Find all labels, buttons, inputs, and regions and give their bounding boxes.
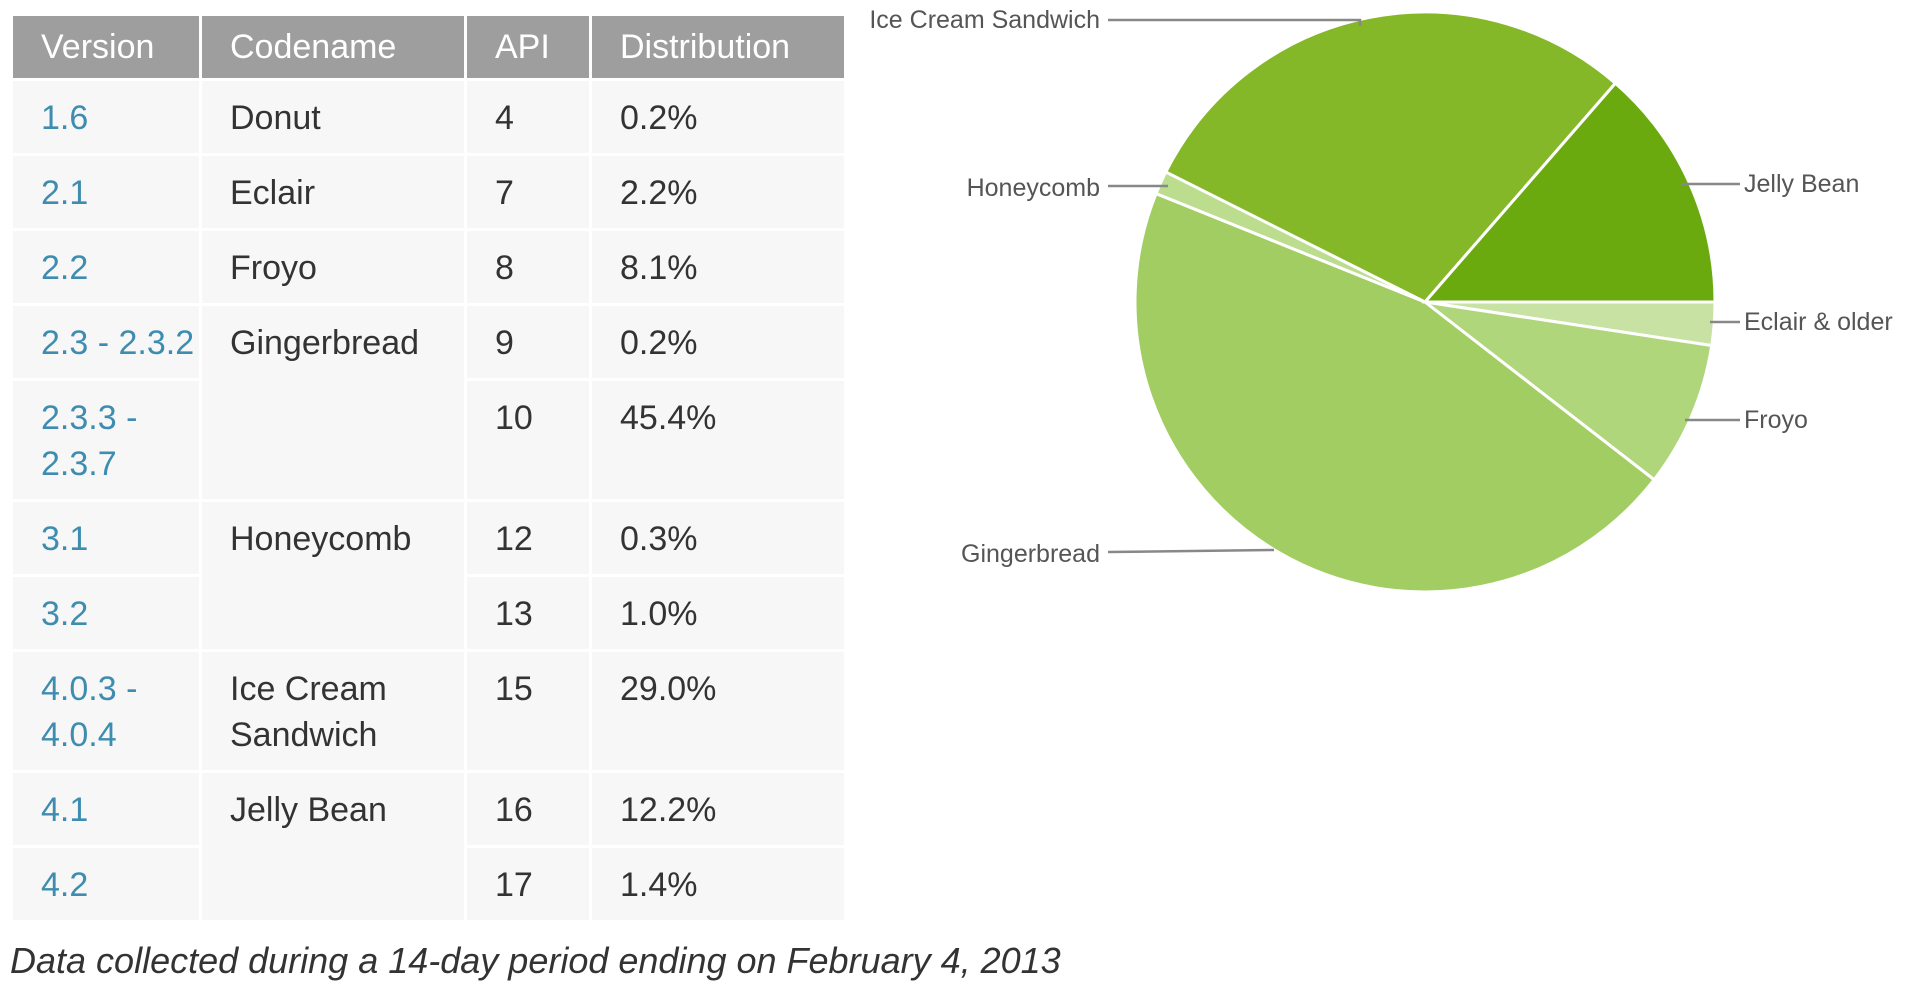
api-cell: 13 xyxy=(467,577,589,649)
api-cell: 17 xyxy=(467,848,589,920)
table-row: 2.3 - 2.3.2 Gingerbread 9 0.2% xyxy=(13,306,844,499)
table-row: 2.1 Eclair 7 2.2% xyxy=(13,156,844,228)
pie-label: Ice Cream Sandwich xyxy=(869,6,1100,34)
codename-cell: Donut xyxy=(202,81,464,153)
distribution-cell: 2.2% xyxy=(592,156,844,228)
codename-cell: Honeycomb xyxy=(202,502,464,649)
api-cell: 7 xyxy=(467,156,589,228)
pie-label: Gingerbread xyxy=(961,540,1100,568)
api-cell: 10 xyxy=(467,381,589,499)
pie-label: Eclair & older xyxy=(1744,308,1893,336)
header-codename: Codename xyxy=(202,16,464,78)
pie-label: Jelly Bean xyxy=(1744,170,1859,198)
distribution-table: Version Codename API Distribution 1.6 Do… xyxy=(10,13,847,923)
table-header-row: Version Codename API Distribution xyxy=(13,16,844,78)
version-cell[interactable]: 3.1 xyxy=(13,502,199,574)
distribution-cell: 0.3% xyxy=(592,502,844,574)
version-cell[interactable]: 3.2 xyxy=(13,577,199,649)
version-cell[interactable]: 2.3 - 2.3.2 xyxy=(13,306,199,378)
table-row: 4.2 17 1.4% xyxy=(13,848,844,920)
table-row: 3.2 13 1.0% xyxy=(13,577,844,649)
table-row: 2.3.3 - 2.3.7 10 45.4% xyxy=(13,381,844,499)
pie-slice-jelly-bean xyxy=(1421,81,1717,304)
api-cell: 9 xyxy=(467,306,589,378)
table-row: 2.2 Froyo 8 8.1% xyxy=(13,231,844,303)
distribution-table-wrap: Version Codename API Distribution 1.6 Do… xyxy=(10,13,844,923)
distribution-cell: 8.1% xyxy=(592,231,844,303)
table-row: 4.0.3 - 4.0.4 Ice Cream Sandwich 15 29.0… xyxy=(13,652,844,770)
distribution-pie-chart: Eclair & older Froyo Gingerbread Honeycomb I… xyxy=(869,6,1893,594)
version-cell[interactable]: 1.6 xyxy=(13,81,199,153)
codename-cell: Ice Cream Sandwich xyxy=(202,652,464,770)
pie-slice-gingerbread xyxy=(1133,191,1657,594)
table-row: 4.1 Jelly Bean 16 12.2% xyxy=(13,773,844,920)
distribution-cell: 12.2% xyxy=(592,773,844,845)
pie-leader-line xyxy=(1107,548,1275,554)
distribution-cell: 1.4% xyxy=(592,848,844,920)
distribution-cell: 1.0% xyxy=(592,577,844,649)
codename-cell: Eclair xyxy=(202,156,464,228)
api-cell: 12 xyxy=(467,502,589,574)
version-cell[interactable]: 4.1 xyxy=(13,773,199,845)
distribution-cell: 0.2% xyxy=(592,306,844,378)
pie-label: Honeycomb xyxy=(967,174,1100,202)
codename-cell: Jelly Bean xyxy=(202,773,464,920)
api-cell: 16 xyxy=(467,773,589,845)
api-cell: 8 xyxy=(467,231,589,303)
version-cell[interactable]: 4.2 xyxy=(13,848,199,920)
pie-label: Froyo xyxy=(1744,406,1808,434)
data-footnote: Data collected during a 14-day period en… xyxy=(10,940,1061,981)
version-cell[interactable]: 2.3.3 - 2.3.7 xyxy=(13,381,199,499)
api-cell: 15 xyxy=(467,652,589,770)
header-distribution: Distribution xyxy=(592,16,844,78)
table-row: 3.1 Honeycomb 12 0.3% xyxy=(13,502,844,649)
pie-leader-line xyxy=(1108,18,1362,26)
distribution-cell: 0.2% xyxy=(592,81,844,153)
codename-cell: Gingerbread xyxy=(202,306,464,499)
distribution-cell: 29.0% xyxy=(592,652,844,770)
pie-slice-ice-cream-sandwich xyxy=(1163,10,1618,304)
header-version: Version xyxy=(13,16,199,78)
version-cell[interactable]: 2.2 xyxy=(13,231,199,303)
version-cell[interactable]: 2.1 xyxy=(13,156,199,228)
table-row: 1.6 Donut 4 0.2% xyxy=(13,81,844,153)
api-cell: 4 xyxy=(467,81,589,153)
pie-slice-froyo xyxy=(1419,299,1714,482)
codename-cell: Froyo xyxy=(202,231,464,303)
header-api: API xyxy=(467,16,589,78)
version-cell[interactable]: 4.0.3 - 4.0.4 xyxy=(13,652,199,770)
distribution-cell: 45.4% xyxy=(592,381,844,499)
